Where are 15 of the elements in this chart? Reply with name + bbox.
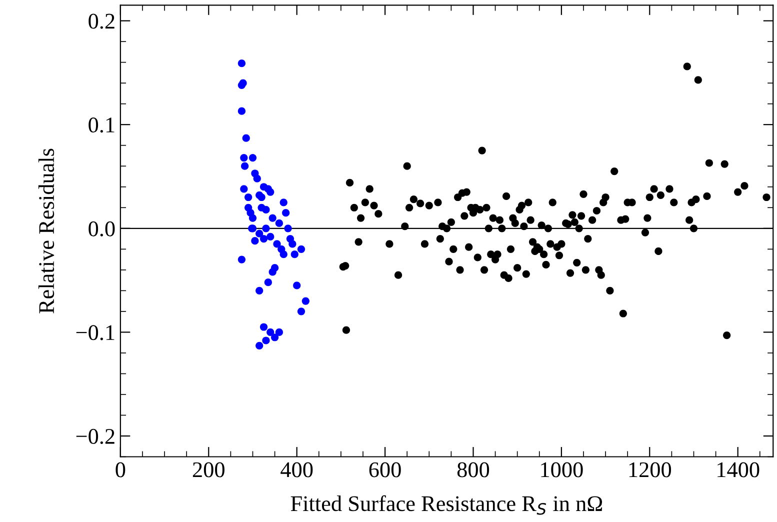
x-tick-label: 400 [280,462,313,478]
y-tick-label: −0.2 [76,428,114,444]
x-axis-title: Fitted Surface Resistance R$_{S}$ in nΩ [290,495,602,515]
x-tick-label: 600 [369,462,401,478]
y-tick-label: 0.1 [88,118,114,133]
y-axis-title: Relative Residuals [38,148,54,314]
x-tick-label: 200 [192,462,224,478]
x-tick-label: 800 [457,462,490,478]
x-tick-label: 1000 [541,462,583,478]
x-tick-label: 1200 [629,462,672,478]
x-tick-label: 1400 [718,462,760,478]
y-tick-label: −0.1 [76,325,114,340]
y-tick-label: 0.0 [88,221,115,236]
x-tick-label: 0 [116,462,126,478]
y-tick-label: 0.2 [88,14,114,29]
